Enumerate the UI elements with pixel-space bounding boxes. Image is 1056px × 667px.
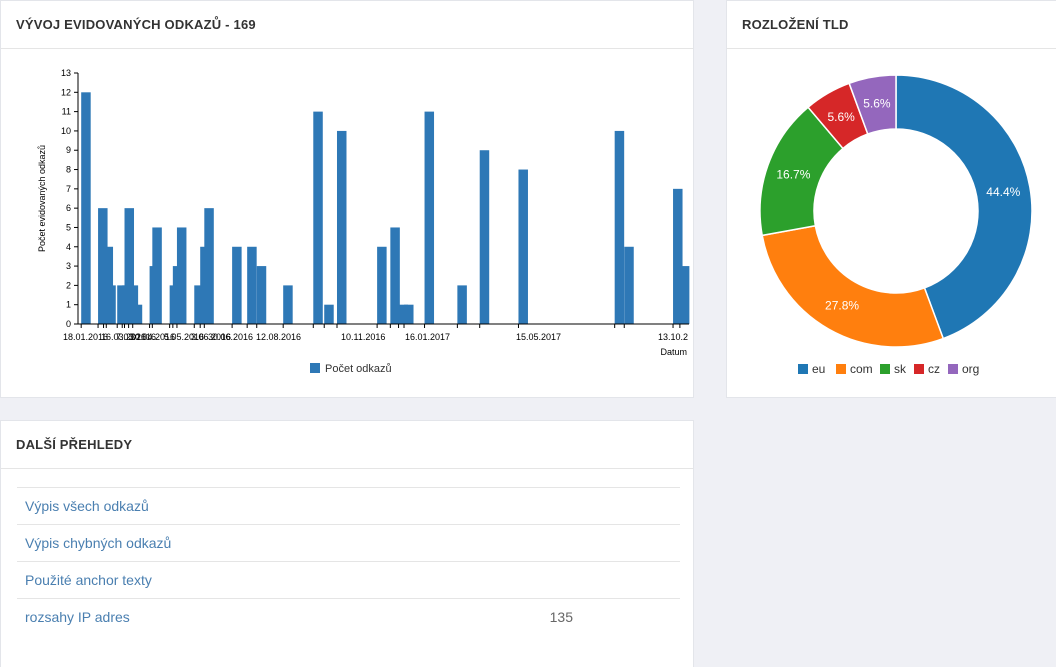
y-tick-label: 0	[66, 319, 71, 329]
bar	[377, 246, 387, 324]
list-item: Použité anchor texty	[17, 561, 680, 598]
x-tick-label: 13.10.2	[658, 332, 688, 342]
legend-label: sk	[894, 362, 907, 376]
x-tick-label: 16.01.2017	[405, 332, 450, 342]
panel-title: VÝVOJ EVIDOVANÝCH ODKAZŮ - 169	[16, 17, 256, 32]
bar	[256, 266, 267, 324]
donut-slice-org	[848, 74, 897, 135]
y-tick-label: 1	[66, 300, 71, 310]
legend-swatch	[836, 364, 846, 374]
bar	[404, 304, 414, 324]
bar	[247, 246, 257, 324]
list-item: Výpis všech odkazů	[17, 487, 680, 524]
bar	[614, 130, 625, 324]
legend-swatch	[798, 364, 808, 374]
bar	[81, 92, 91, 324]
legend-swatch	[310, 363, 320, 373]
slice-value-label: 16.7%	[776, 167, 810, 181]
y-tick-label: 12	[61, 87, 71, 97]
panel-header: ROZLOŽENÍ TLD	[727, 1, 1056, 49]
bar	[518, 169, 528, 324]
x-tick-label: 7.03.2016	[116, 332, 156, 342]
legend-label: eu	[812, 362, 825, 376]
bar	[624, 246, 634, 324]
y-tick-label: 9	[66, 145, 71, 155]
tld-donut-chart: 44.4% 27.8% 16.7% 5.6% 5.6% eu com sk cz org	[759, 74, 1033, 376]
bar	[283, 285, 293, 324]
y-tick-label: 2	[66, 280, 71, 290]
legend-swatch	[880, 364, 890, 374]
bar	[98, 208, 108, 324]
anchor-texts-link[interactable]: Použité anchor texty	[25, 572, 152, 588]
y-tick-label: 6	[66, 203, 71, 213]
bar	[204, 208, 214, 324]
bar	[106, 285, 116, 324]
x-axis-label: Datum	[660, 347, 687, 357]
x-tick-label: 12.08.2016	[256, 332, 301, 342]
legend-swatch	[914, 364, 924, 374]
donut-slice-com	[761, 224, 945, 348]
bar	[132, 304, 143, 324]
panel-title: DALŠÍ PŘEHLEDY	[16, 437, 133, 452]
y-axis-label: Počet evidovaných odkazů	[37, 145, 47, 252]
y-tick-label: 10	[61, 126, 71, 136]
reports-link-list: Výpis všech odkazů Výpis chybných odkazů…	[17, 487, 680, 635]
legend-label: Počet odkazů	[325, 363, 392, 375]
list-item: rozsahy IP adres 135	[17, 598, 680, 635]
bar	[194, 285, 204, 324]
x-tick-label: 15.05.2017	[516, 332, 561, 342]
bar	[232, 246, 242, 324]
bar	[390, 227, 400, 324]
slice-value-label: 5.6%	[863, 97, 891, 111]
more-reports-panel: DALŠÍ PŘEHLEDY Výpis všech odkazů Výpis …	[0, 420, 694, 667]
panel-header: VÝVOJ EVIDOVANÝCH ODKAZŮ - 169	[1, 1, 693, 49]
legend-label: org	[962, 362, 979, 376]
y-tick-label: 11	[62, 107, 71, 117]
ip-ranges-count: 135	[549, 609, 573, 625]
bar	[679, 266, 690, 324]
bar	[176, 227, 187, 324]
y-tick-label: 8	[66, 165, 71, 175]
bar	[124, 208, 135, 324]
all-links-link[interactable]: Výpis všech odkazů	[25, 498, 149, 514]
legend-label: cz	[928, 362, 940, 376]
y-tick-label: 5	[66, 222, 71, 232]
donut-slice-eu	[895, 74, 1033, 340]
bar	[457, 285, 467, 324]
slice-value-label: 5.6%	[827, 110, 855, 124]
legend-swatch	[948, 364, 958, 374]
bar	[313, 111, 323, 324]
x-tick-label: 10.11.2016	[341, 332, 385, 342]
bar	[479, 150, 490, 324]
y-tick-label: 13	[61, 68, 71, 78]
x-tick-label: 30.06.2016	[208, 332, 253, 342]
legend-label: com	[850, 362, 873, 376]
bar	[324, 304, 334, 324]
bar	[424, 111, 435, 324]
slice-value-label: 44.4%	[986, 185, 1020, 199]
y-tick-label: 4	[66, 242, 71, 252]
panel-header: DALŠÍ PŘEHLEDY	[1, 421, 693, 469]
x-tick-label: 3.06.2016	[191, 332, 231, 342]
list-item: Výpis chybných odkazů	[17, 524, 680, 561]
slice-value-label: 27.8%	[825, 299, 859, 313]
tld-distribution-panel: ROZLOŽENÍ TLD 44.4% 27.8% 16.7% 5.6% 5.6% eu c…	[726, 0, 1056, 398]
broken-links-link[interactable]: Výpis chybných odkazů	[25, 535, 172, 551]
bar	[152, 227, 162, 324]
x-tick-label: 30.04.2016	[130, 332, 175, 342]
x-tick-label: 16.03.2016	[101, 332, 146, 342]
y-tick-label: 7	[66, 184, 71, 194]
bar	[398, 304, 409, 324]
bar	[117, 285, 127, 324]
bar	[673, 188, 683, 324]
bar	[336, 130, 347, 324]
panel-title: ROZLOŽENÍ TLD	[742, 17, 849, 32]
x-tick-label: 18.01.2016	[63, 332, 108, 342]
ip-ranges-link[interactable]: rozsahy IP adres	[25, 609, 130, 625]
y-tick-label: 3	[66, 261, 71, 271]
x-tick-label: 5.05.2016	[164, 332, 204, 342]
